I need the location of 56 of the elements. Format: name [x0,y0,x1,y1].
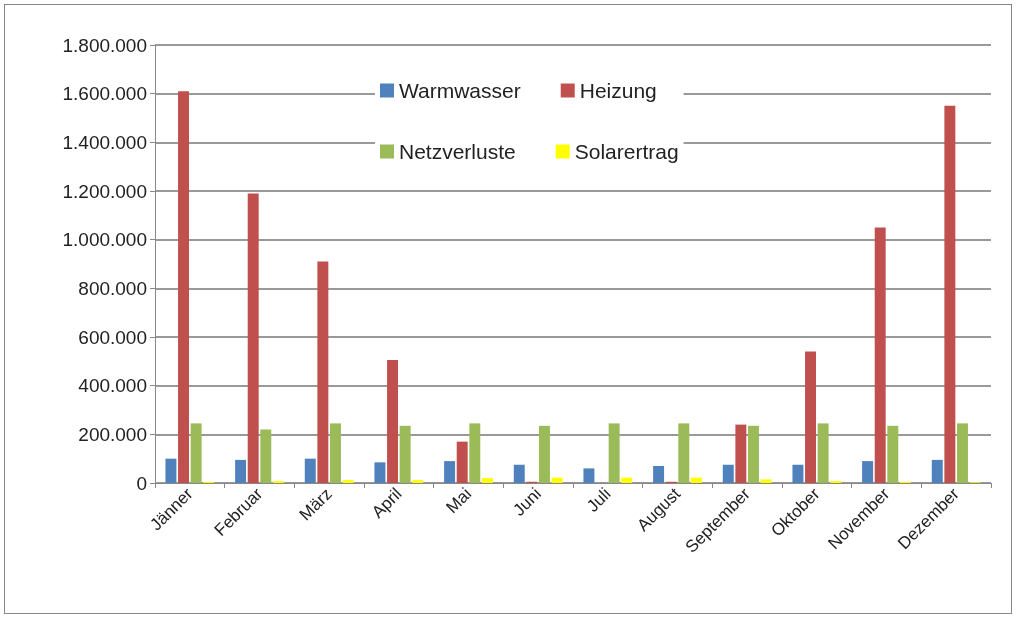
bar [735,424,747,483]
bar [412,480,424,483]
legend-label: Solarertrag [574,140,679,163]
bar [690,477,702,483]
bar [621,477,633,483]
y-tick-label: 800.000 [78,277,147,299]
bar [178,91,190,483]
y-tick-label: 200.000 [78,423,147,445]
x-tick-label: Juli [583,484,615,516]
bar [190,423,202,483]
bar [944,105,956,483]
bar [583,468,595,483]
bar [304,458,316,483]
legend-label: Heizung [579,79,657,102]
bar [608,423,620,483]
bar [653,465,665,483]
bar [722,464,734,483]
bar [760,479,772,483]
y-tick-label: 1.800.000 [62,34,147,56]
bar [235,459,247,483]
bar [747,425,759,483]
bar [387,360,399,483]
bar [469,423,481,483]
bar [538,425,550,483]
bar [931,459,943,483]
bar [817,423,829,483]
bar [887,425,899,483]
bar [317,261,329,483]
legend-label: Warmwasser [399,79,521,102]
x-tick-label: Mai [442,484,476,518]
bar [247,193,259,483]
bar [260,429,272,483]
y-tick-label: 600.000 [78,326,147,348]
bar [956,423,968,483]
bar [481,478,493,483]
y-tick-label: 400.000 [78,375,147,397]
bar [874,227,886,483]
bar [374,462,386,483]
legend-label: Netzverluste [399,140,516,163]
bar [444,461,456,483]
bar [513,464,525,483]
y-tick-label: 1.200.000 [62,180,147,202]
bar [165,458,177,483]
bar [399,425,411,483]
bar [456,441,468,483]
bar [342,480,354,483]
bar [792,464,804,483]
bar [862,461,874,483]
y-tick-label: 0 [136,472,147,494]
bar [805,351,817,483]
y-tick-label: 1.000.000 [62,229,147,251]
y-tick-label: 1.400.000 [62,131,147,153]
bar [551,477,563,483]
y-tick-label: 1.600.000 [62,83,147,105]
bar [678,423,690,483]
bar [329,423,341,483]
